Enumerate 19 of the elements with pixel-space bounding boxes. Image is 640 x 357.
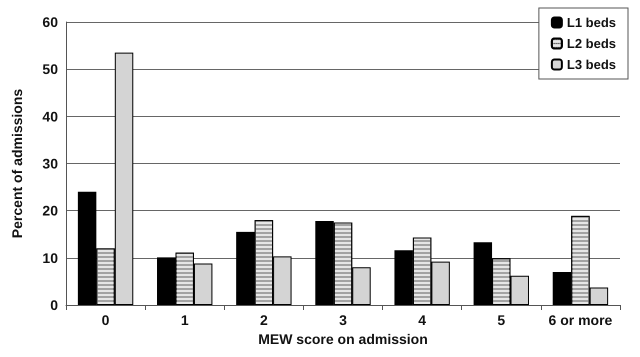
x-tick-label: 0 xyxy=(102,312,110,328)
y-tick-label: 30 xyxy=(42,156,58,172)
y-tick-label: 20 xyxy=(42,202,58,219)
x-tick-label: 5 xyxy=(497,312,506,328)
y-tick-label: 60 xyxy=(42,14,58,30)
x-tick-label: 6 or more xyxy=(548,312,613,328)
y-tick-label: 0 xyxy=(50,297,58,313)
x-axis-title: MEW score on admission xyxy=(258,330,428,347)
y-tick-label: 50 xyxy=(42,61,58,78)
legend-label: L2 beds xyxy=(566,36,616,51)
legend-label: L3 beds xyxy=(566,57,616,72)
y-tick-label: 10 xyxy=(42,250,58,266)
x-tick-label: 4 xyxy=(418,312,426,328)
y-axis-title: Percent of admissions xyxy=(9,88,25,238)
legend-label: L1 beds xyxy=(566,15,616,30)
y-tick-label: 40 xyxy=(42,108,58,124)
x-tick-label: 2 xyxy=(260,312,268,328)
x-tick-label: 1 xyxy=(180,312,189,328)
x-tick-label: 3 xyxy=(339,312,348,328)
